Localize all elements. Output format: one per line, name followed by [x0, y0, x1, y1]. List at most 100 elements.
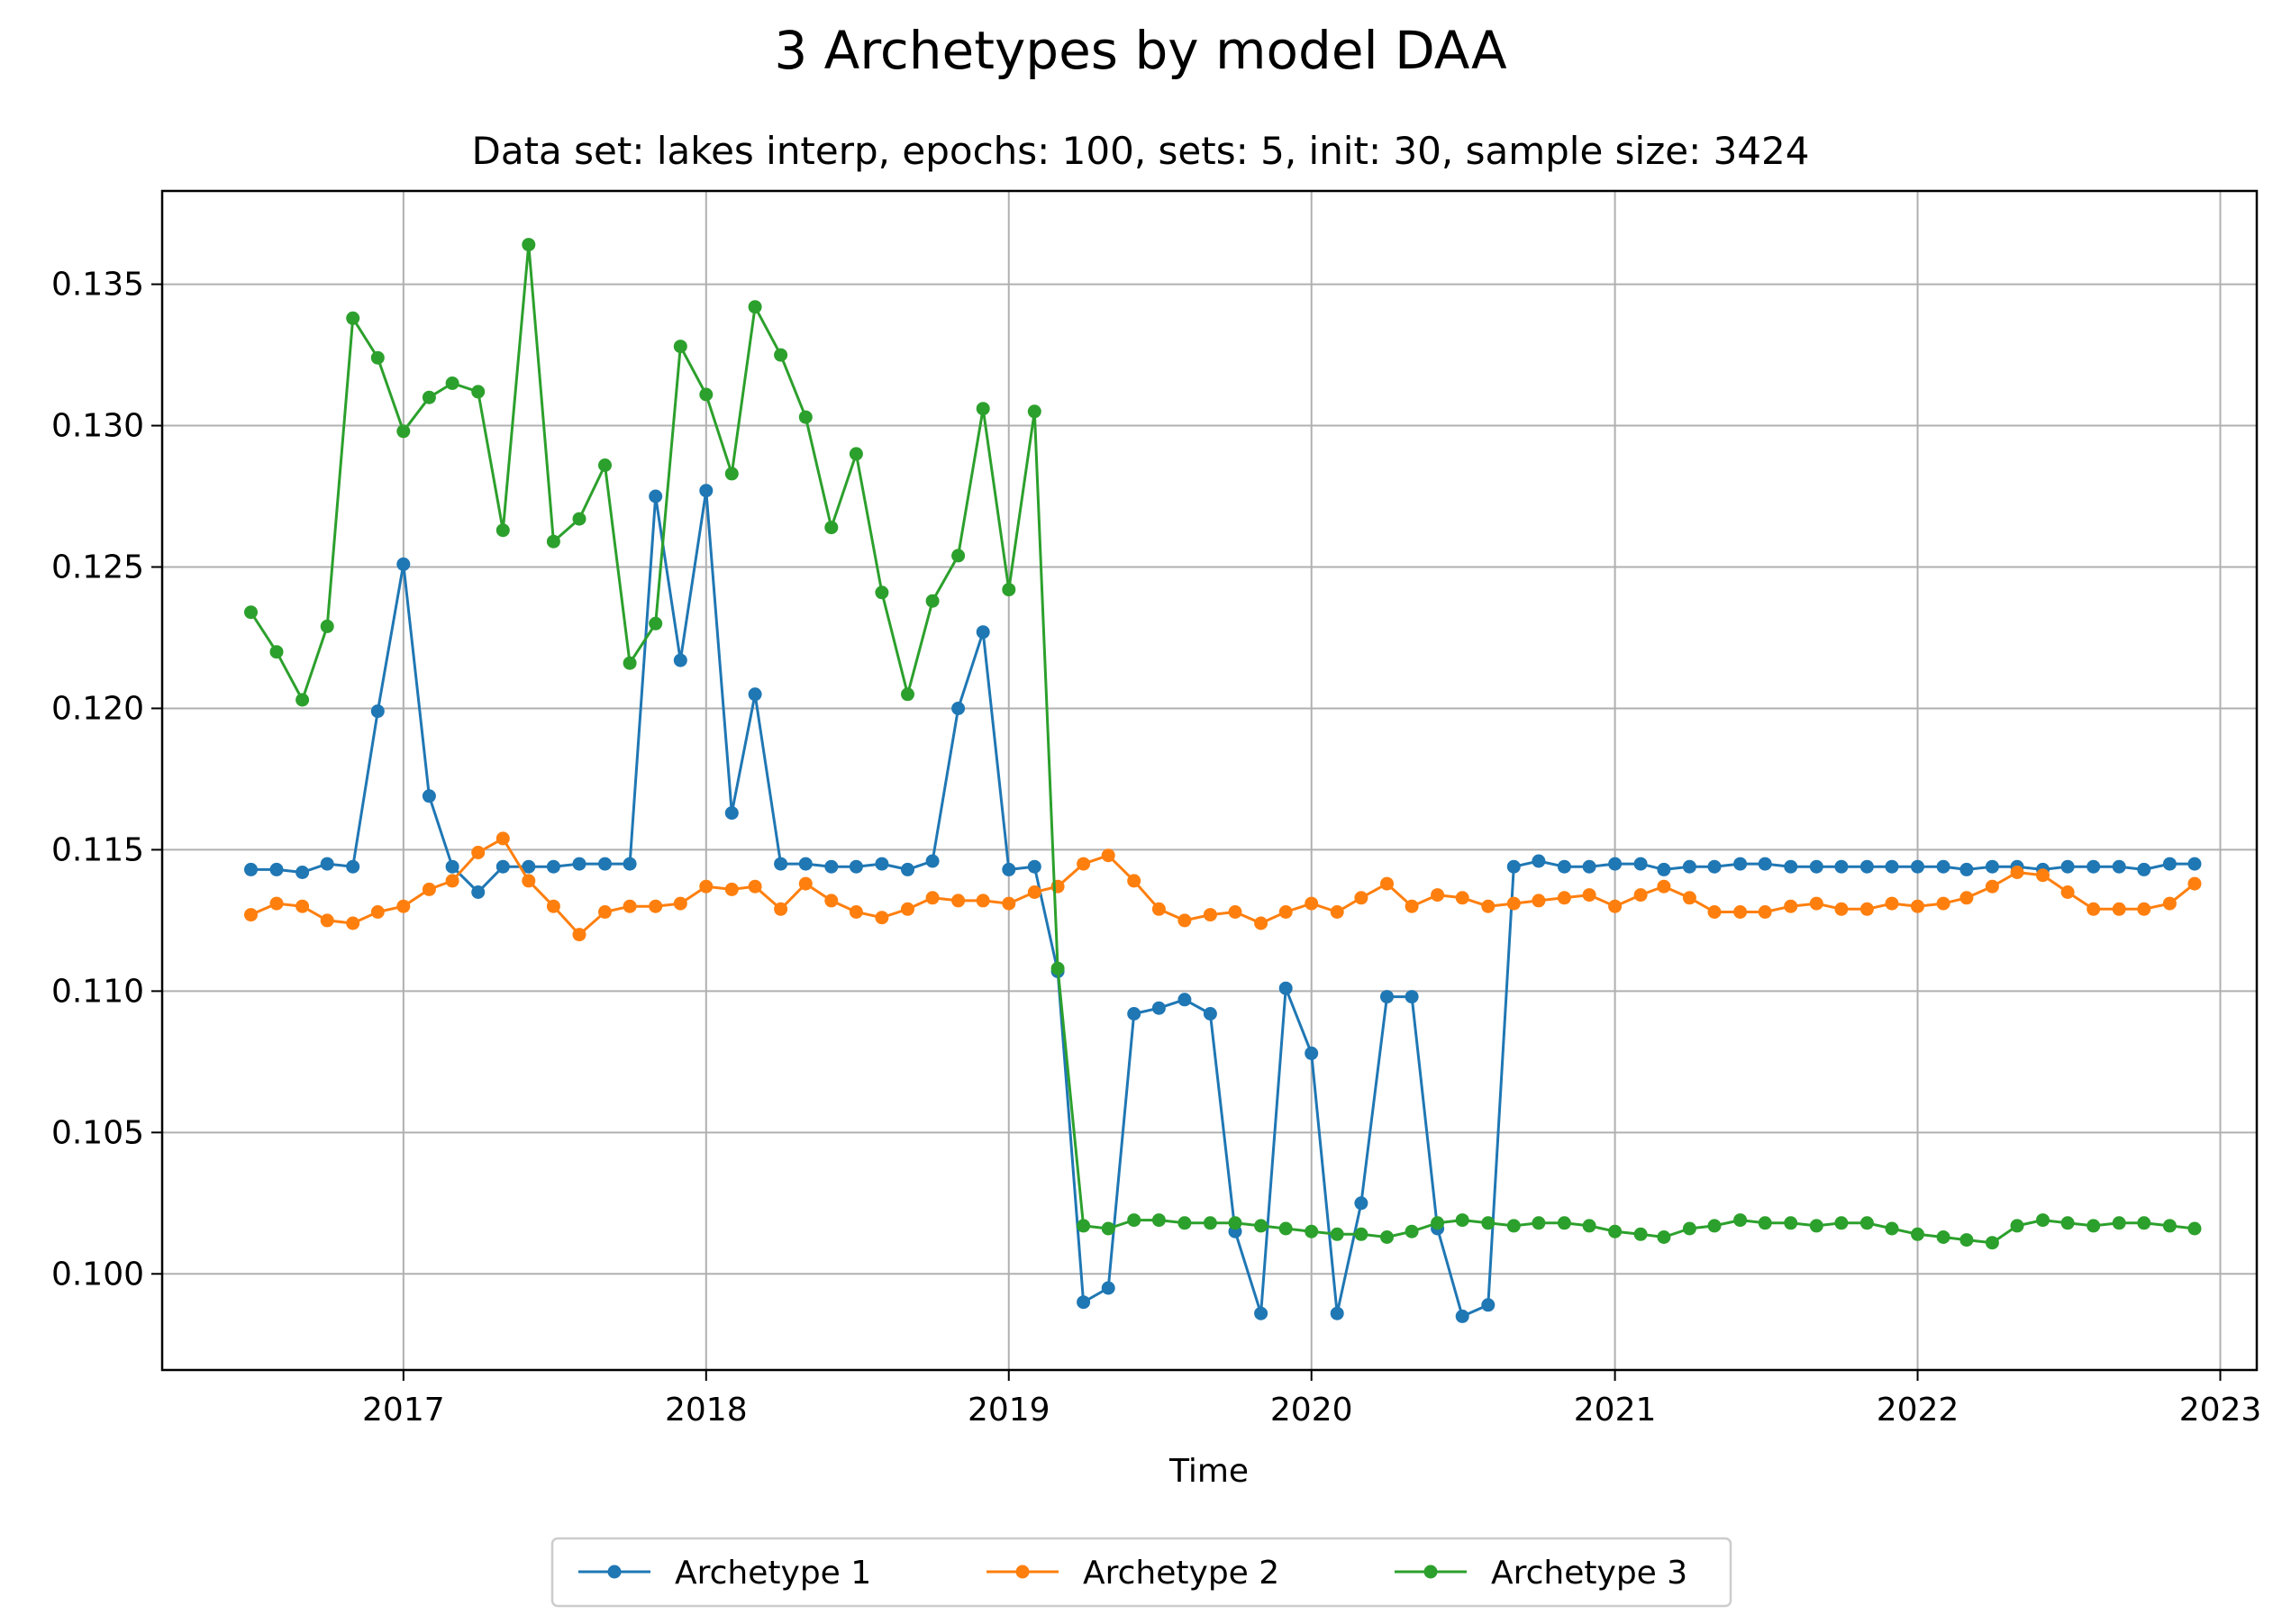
data-point — [1101, 848, 1115, 863]
data-point — [1101, 1281, 1115, 1295]
data-point — [1707, 905, 1722, 919]
data-point — [1809, 896, 1823, 911]
y-tick-label: 0.110 — [51, 973, 144, 1010]
data-point — [598, 857, 612, 871]
data-point — [1380, 876, 1394, 891]
data-point — [1151, 902, 1166, 916]
data-point — [1077, 1295, 1091, 1310]
data-point — [1784, 899, 1798, 913]
data-point — [623, 656, 637, 670]
data-point — [598, 458, 612, 472]
data-point — [1127, 1007, 1141, 1021]
data-point — [244, 862, 258, 876]
data-point — [1002, 583, 1016, 597]
data-point — [824, 859, 839, 874]
data-point — [1633, 1227, 1648, 1241]
data-point — [2060, 1216, 2075, 1230]
data-point — [901, 862, 914, 876]
data-point — [1582, 859, 1596, 874]
data-point — [774, 857, 788, 871]
x-tick-label: 2022 — [1877, 1392, 1959, 1429]
data-point — [295, 899, 310, 913]
data-point — [1354, 891, 1368, 905]
data-point — [422, 390, 436, 404]
y-tick-label: 0.130 — [51, 408, 144, 445]
data-point — [748, 687, 762, 702]
data-point — [673, 340, 687, 354]
data-point — [1608, 899, 1623, 913]
data-point — [649, 616, 663, 631]
data-point — [798, 410, 813, 424]
data-point — [2060, 885, 2075, 899]
data-point — [824, 521, 839, 535]
data-point — [2187, 857, 2202, 871]
data-point — [295, 866, 310, 879]
data-point — [1959, 1233, 1974, 1247]
data-point — [2036, 1213, 2050, 1228]
data-point — [1834, 902, 1849, 916]
data-point — [445, 377, 459, 390]
data-point — [346, 916, 360, 930]
data-point — [2162, 1219, 2177, 1233]
x-axis-ticks: 2017 2018 2019 2020 2021 2022 2023 — [362, 1370, 2261, 1429]
data-point — [976, 894, 990, 908]
data-point — [824, 894, 839, 908]
data-point — [875, 857, 889, 871]
data-point — [1254, 1219, 1268, 1233]
data-point — [875, 585, 889, 600]
data-point — [1733, 1213, 1748, 1228]
data-point — [495, 523, 510, 538]
data-point — [748, 300, 762, 314]
data-point — [1733, 905, 1748, 919]
data-point — [295, 693, 310, 707]
data-point — [572, 857, 586, 871]
data-point — [1911, 859, 1924, 874]
data-point — [1481, 1298, 1496, 1312]
data-point — [1002, 862, 1016, 876]
data-point — [2137, 1216, 2151, 1230]
data-point — [2162, 896, 2177, 911]
data-point — [370, 905, 385, 919]
data-point — [925, 594, 940, 608]
data-point — [1228, 1216, 1242, 1230]
x-tick-label: 2023 — [2179, 1392, 2262, 1429]
data-point — [445, 874, 459, 888]
y-tick-label: 0.135 — [51, 267, 144, 304]
data-point — [1532, 894, 1546, 908]
data-point — [1758, 905, 1772, 919]
data-point — [1758, 857, 1772, 871]
data-point — [572, 512, 586, 526]
data-point — [774, 902, 788, 916]
data-point — [1354, 1196, 1368, 1211]
data-point — [1885, 1221, 1899, 1236]
data-point — [798, 857, 813, 871]
data-point — [1809, 1219, 1823, 1233]
data-point — [1077, 857, 1091, 871]
data-point — [1254, 916, 1268, 930]
data-point — [774, 348, 788, 362]
data-point — [2112, 859, 2126, 874]
chart-subtitle: Data set: lakes interp, epochs: 100, set… — [472, 129, 1810, 173]
data-point — [1859, 902, 1874, 916]
data-point — [370, 350, 385, 365]
data-point — [699, 484, 714, 498]
data-point — [1557, 1216, 1571, 1230]
data-point — [2112, 1216, 2126, 1230]
legend-label: Archetype 2 — [1083, 1555, 1279, 1592]
data-point — [699, 387, 714, 402]
data-point — [1431, 888, 1445, 903]
data-point — [1682, 1221, 1696, 1236]
data-point — [1027, 404, 1041, 419]
data-point — [849, 905, 863, 919]
data-point — [875, 911, 889, 925]
x-tick-label: 2017 — [362, 1392, 445, 1429]
data-point — [244, 605, 258, 620]
data-point — [1859, 1216, 1874, 1230]
series-archetype-3 — [244, 238, 2202, 1250]
data-point — [1305, 1224, 1319, 1238]
data-point — [1354, 1227, 1368, 1241]
data-point — [396, 424, 411, 439]
x-tick-label: 2020 — [1270, 1392, 1353, 1429]
